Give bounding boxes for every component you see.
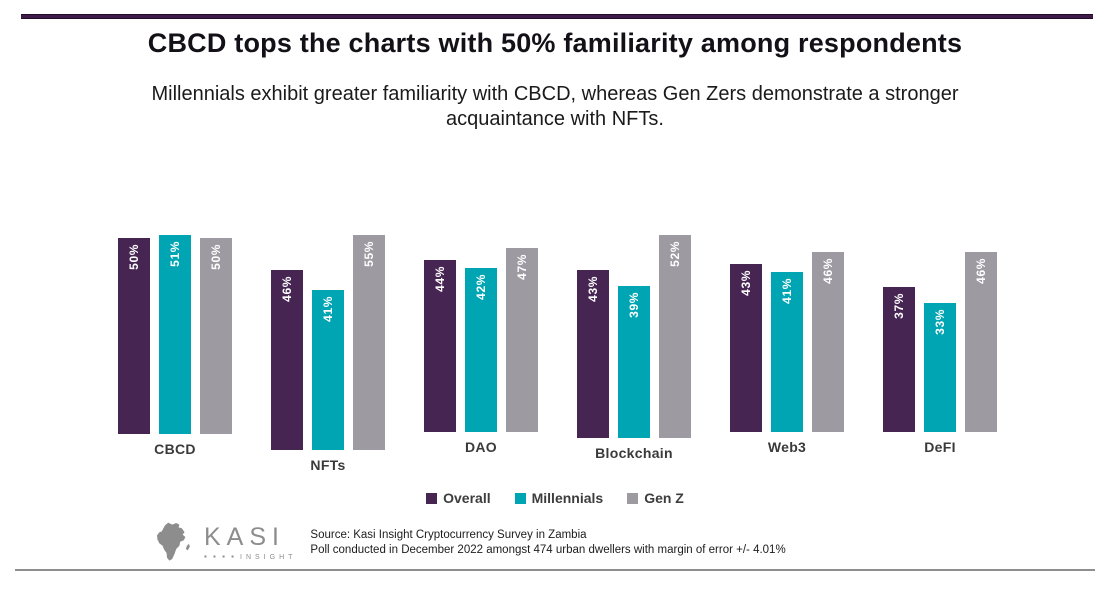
legend-label: Gen Z [644,490,684,506]
category-label-cbcd: CBCD [154,441,196,457]
bar-value-label: 51% [168,241,182,267]
bar-group-web3: 43% 41% 46% Web3 [730,235,844,455]
bar-value-label: 46% [974,258,988,284]
bar-value-label: 42% [474,274,488,300]
logo-text: KASI ▪ ▪ ▪ ▪ INSIGHT [204,525,296,561]
chart-title: CBCD tops the charts with 50% familiarit… [147,28,963,58]
bar-value-label: 37% [892,293,906,319]
legend-swatch-gen-z [627,492,639,504]
bar-value-label: 52% [668,241,682,267]
bar-overall-dao: 44% [424,260,456,432]
bar-millennials-web3: 41% [771,272,803,432]
africa-map-icon [157,522,190,561]
bar-cluster: 43% 39% 52% [577,235,691,438]
bar-group-defi: 37% 33% 46% DeFI [883,235,997,455]
bar-value-label: 41% [321,296,335,322]
bar-overall-defi: 37% [883,287,915,432]
category-label-nfts: NFTs [310,457,346,473]
bar-group-dao: 44% 42% 47% DAO [424,235,538,455]
bar-value-label: 39% [627,292,641,318]
bar-overall-cbcd: 50% [118,238,150,434]
top-accent-rule [21,14,1093,19]
footer: KASI ▪ ▪ ▪ ▪ INSIGHT Source: Kasi Insigh… [150,521,786,565]
bar-value-label: 55% [362,241,376,267]
logo-tagline: INSIGHT [240,553,297,561]
bar-value-label: 33% [933,309,947,335]
bar-value-label: 43% [739,270,753,296]
kasi-logo: KASI ▪ ▪ ▪ ▪ INSIGHT [150,521,296,565]
chart-subtitle-line2: acquaintance with NFTs. [446,108,664,130]
bar-cluster: 43% 41% 46% [730,235,844,432]
bar-value-label: 46% [280,276,294,302]
source-line1: Source: Kasi Insight Cryptocurrency Surv… [310,529,587,541]
source-line2: Poll conducted in December 2022 amongst … [310,544,786,556]
legend-swatch-overall [426,492,438,504]
bar-gen-z-defi: 46% [965,252,997,432]
logo-brand: KASI [204,523,285,551]
chart-subtitle: Millennials exhibit greater familiarity … [0,82,1110,132]
legend-item-millennials: Millennials [514,490,604,506]
category-label-dao: DAO [464,439,497,455]
chart-legend: Overall Millennials Gen Z [0,490,1110,506]
bar-value-label: 47% [515,254,529,280]
category-label-defi: DeFI [924,439,956,455]
bar-millennials-nfts: 41% [312,290,344,450]
bar-gen-z-dao: 47% [506,248,538,432]
logo-subline: ▪ ▪ ▪ ▪ INSIGHT [204,553,296,561]
bar-value-label: 43% [586,276,600,302]
source-note: Source: Kasi Insight Cryptocurrency Surv… [310,528,785,558]
bar-overall-blockchain: 43% [577,270,609,438]
legend-label: Overall [443,490,491,506]
bar-gen-z-blockchain: 52% [659,235,691,438]
legend-item-overall: Overall [426,490,491,506]
bar-chart: 50% 51% 50% CBCD 46% 41% 55% NFTs 44% 42% 47% DAO 43… [118,235,997,473]
bottom-rule [15,569,1095,571]
bar-value-label: 50% [209,244,223,270]
chart-subtitle-line1: Millennials exhibit greater familiarity … [151,83,959,105]
category-label-web3: Web3 [767,439,807,455]
bar-group-nfts: 46% 41% 55% NFTs [271,235,385,473]
bar-group-cbcd: 50% 51% 50% CBCD [118,235,232,457]
bar-millennials-blockchain: 39% [618,286,650,438]
bar-gen-z-web3: 46% [812,252,844,432]
logo-dots: ▪ ▪ ▪ ▪ [204,552,237,561]
bar-value-label: 41% [780,278,794,304]
bar-cluster: 50% 51% 50% [118,235,232,434]
legend-item-gen-z: Gen Z [627,490,684,506]
bar-value-label: 46% [821,258,835,284]
bar-overall-web3: 43% [730,264,762,432]
bar-millennials-dao: 42% [465,268,497,432]
bar-overall-nfts: 46% [271,270,303,450]
category-label-blockchain: Blockchain [595,445,673,461]
bar-gen-z-cbcd: 50% [200,238,232,434]
bar-gen-z-nfts: 55% [353,235,385,450]
bar-millennials-defi: 33% [924,303,956,432]
bar-value-label: 44% [433,266,447,292]
bar-cluster: 44% 42% 47% [424,235,538,432]
bar-cluster: 46% 41% 55% [271,235,385,450]
bar-millennials-cbcd: 51% [159,235,191,434]
bar-cluster: 37% 33% 46% [883,235,997,432]
bar-value-label: 50% [127,244,141,270]
legend-swatch-millennials [514,492,526,504]
bar-group-blockchain: 43% 39% 52% Blockchain [577,235,691,461]
legend-label: Millennials [531,490,604,506]
